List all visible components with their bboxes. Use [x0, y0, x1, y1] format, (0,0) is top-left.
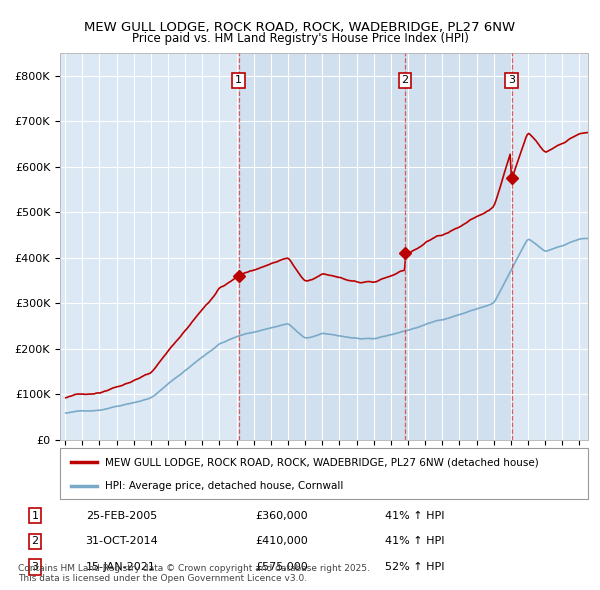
Text: 31-OCT-2014: 31-OCT-2014: [86, 536, 158, 546]
Text: 25-FEB-2005: 25-FEB-2005: [86, 510, 157, 520]
Text: £360,000: £360,000: [255, 510, 308, 520]
Text: Contains HM Land Registry data © Crown copyright and database right 2025.
This d: Contains HM Land Registry data © Crown c…: [18, 563, 370, 583]
FancyBboxPatch shape: [60, 448, 588, 499]
Text: 2: 2: [31, 536, 38, 546]
Text: 2: 2: [401, 76, 409, 86]
Text: 52% ↑ HPI: 52% ↑ HPI: [385, 562, 444, 572]
Bar: [239, 53, 405, 440]
Text: 15-JAN-2021: 15-JAN-2021: [86, 562, 155, 572]
Text: 41% ↑ HPI: 41% ↑ HPI: [385, 510, 444, 520]
Text: 1: 1: [235, 76, 242, 86]
Text: £410,000: £410,000: [255, 536, 308, 546]
Text: MEW GULL LODGE, ROCK ROAD, ROCK, WADEBRIDGE, PL27 6NW (detached house): MEW GULL LODGE, ROCK ROAD, ROCK, WADEBRI…: [105, 457, 539, 467]
Text: HPI: Average price, detached house, Cornwall: HPI: Average price, detached house, Corn…: [105, 481, 343, 491]
Text: 1: 1: [31, 510, 38, 520]
Bar: [405, 53, 512, 440]
Text: Price paid vs. HM Land Registry's House Price Index (HPI): Price paid vs. HM Land Registry's House …: [131, 32, 469, 45]
Text: 3: 3: [508, 76, 515, 86]
Text: 3: 3: [31, 562, 38, 572]
Text: £575,000: £575,000: [255, 562, 308, 572]
Text: 41% ↑ HPI: 41% ↑ HPI: [385, 536, 444, 546]
Text: MEW GULL LODGE, ROCK ROAD, ROCK, WADEBRIDGE, PL27 6NW: MEW GULL LODGE, ROCK ROAD, ROCK, WADEBRI…: [85, 21, 515, 34]
